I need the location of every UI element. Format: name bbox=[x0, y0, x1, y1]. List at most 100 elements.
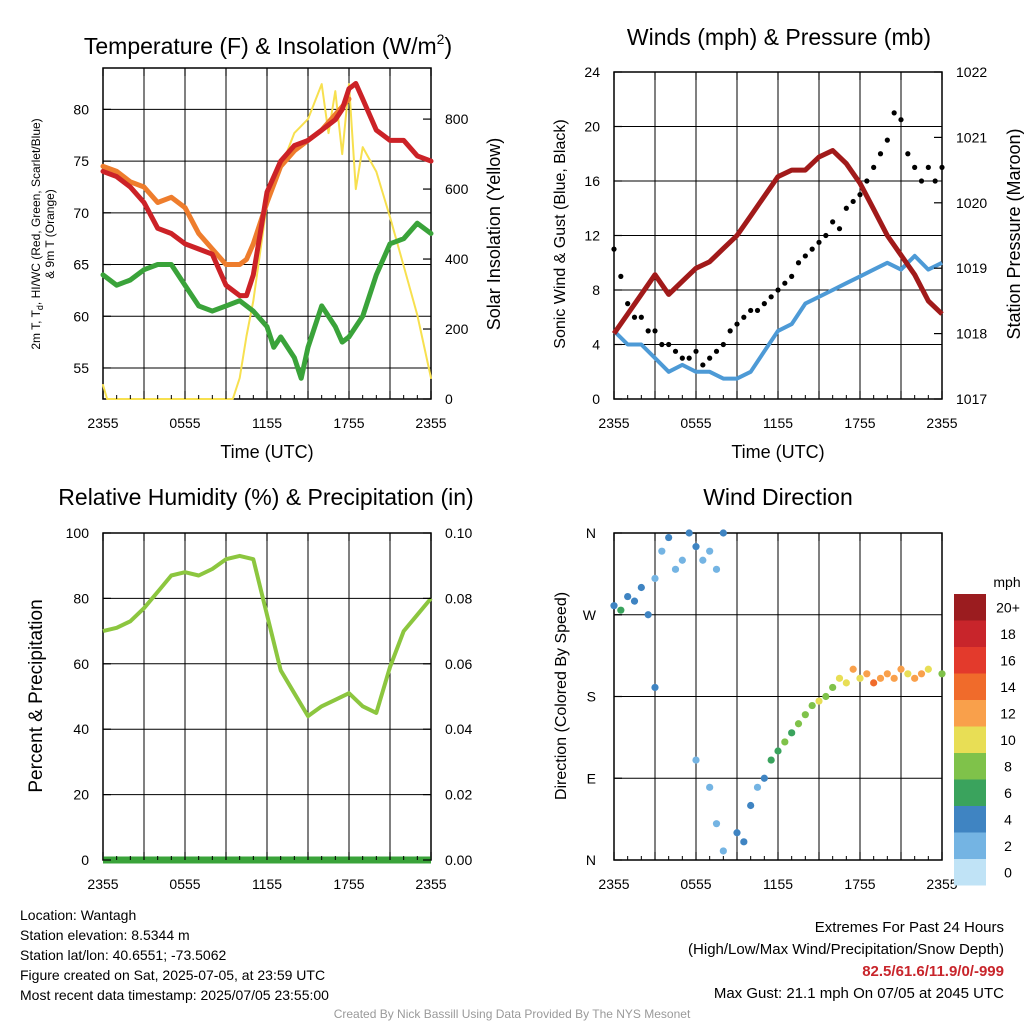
info-elevation: Station elevation: 8.5344 m bbox=[20, 927, 190, 943]
y-tick-label-left: 12 bbox=[584, 228, 600, 244]
colorbar-label: 2 bbox=[1004, 838, 1012, 854]
extremes-values: 82.5/61.6/11.9/0/-999 bbox=[862, 963, 1004, 980]
direction-point bbox=[617, 606, 625, 614]
winds-ylabel-left: Sonic Wind & Gust (Blue, Black) bbox=[552, 119, 569, 348]
y-tick-label-direction: S bbox=[587, 689, 596, 705]
y-tick-label-left: 100 bbox=[66, 525, 90, 541]
colorbar-label: 0 bbox=[1004, 864, 1012, 880]
x-tick-label: 1155 bbox=[763, 415, 793, 431]
colorbar-swatch bbox=[954, 594, 986, 621]
direction-point bbox=[863, 670, 871, 678]
y-tick-label-left: 0 bbox=[592, 391, 600, 407]
y-tick-label-right: 1019 bbox=[956, 260, 987, 276]
gust-point bbox=[693, 348, 699, 354]
direction-point bbox=[678, 556, 686, 564]
y-tick-label-left: 40 bbox=[73, 721, 89, 737]
direction-point bbox=[630, 597, 639, 605]
direction-point bbox=[856, 674, 864, 682]
winds-series bbox=[611, 110, 945, 381]
y-tick-label-right: 1017 bbox=[956, 391, 987, 407]
direction-point bbox=[904, 670, 912, 678]
direction-point bbox=[692, 543, 700, 551]
direction-point bbox=[753, 783, 762, 791]
x-tick-label: 1155 bbox=[252, 415, 282, 431]
gust-point bbox=[843, 205, 849, 211]
temperature-grid bbox=[103, 68, 431, 399]
humidity-ylabel-left: Percent & Precipitation bbox=[26, 599, 47, 792]
direction-point bbox=[924, 665, 932, 673]
gust-point bbox=[645, 328, 651, 334]
colorbar-label: 6 bbox=[1004, 785, 1012, 801]
temperature-xlabel: Time (UTC) bbox=[220, 442, 313, 462]
humidity-title: Relative Humidity (%) & Precipitation (i… bbox=[58, 484, 473, 510]
y-tick-label-right: 1018 bbox=[956, 326, 987, 342]
direction-point bbox=[637, 583, 645, 592]
y-tick-label-left: 0 bbox=[81, 852, 89, 868]
direction-point bbox=[897, 665, 905, 673]
direction-point bbox=[842, 679, 850, 687]
y-tick-label-left: 75 bbox=[73, 153, 89, 169]
gust-point bbox=[672, 348, 679, 354]
x-tick-label: 2355 bbox=[926, 876, 957, 892]
gust-point bbox=[823, 232, 829, 239]
gust-point bbox=[912, 164, 918, 170]
colorbar-swatch bbox=[954, 673, 986, 700]
direction-point bbox=[651, 574, 659, 583]
gust-point bbox=[734, 321, 740, 327]
gust-point bbox=[925, 164, 931, 170]
y-tick-label-direction: W bbox=[583, 607, 597, 623]
direction-point bbox=[740, 838, 748, 846]
direction-point bbox=[815, 697, 823, 705]
extremes-info: Extremes For Past 24 Hours (High/Low/Max… bbox=[688, 917, 1004, 1005]
y-tick-label-direction: N bbox=[586, 852, 596, 868]
gust-point bbox=[748, 307, 754, 314]
direction-point bbox=[712, 565, 721, 573]
footer-credit: Created By Nick Bassill Using Data Provi… bbox=[333, 1007, 691, 1021]
direction-point bbox=[760, 774, 768, 782]
extremes-title: Extremes For Past 24 Hours bbox=[814, 919, 1004, 936]
gust-point bbox=[659, 341, 665, 348]
gust-point bbox=[638, 314, 644, 320]
gust-point bbox=[939, 164, 945, 170]
series-line-2m-td bbox=[100, 220, 434, 381]
temperature-panel: Temperature (F) & Insolation (W/m2) 2355… bbox=[29, 31, 504, 462]
direction-series bbox=[610, 529, 946, 855]
direction-point bbox=[870, 679, 878, 687]
humidity-axes: 2355 0555 1155 1755 2355 0 20 40 60 80 100 0.00 0.02… bbox=[66, 525, 473, 892]
gust-point bbox=[727, 328, 733, 334]
direction-point bbox=[624, 592, 632, 601]
direction-point bbox=[917, 670, 926, 678]
x-tick-label: 2355 bbox=[926, 415, 957, 431]
direction-point bbox=[890, 674, 898, 682]
gust-point bbox=[918, 178, 925, 184]
colorbar-label: 16 bbox=[1000, 652, 1016, 668]
direction-point bbox=[706, 547, 714, 555]
direction-point bbox=[911, 674, 919, 682]
direction-point bbox=[849, 665, 857, 673]
y-tick-label-left: 8 bbox=[592, 282, 600, 298]
direction-point bbox=[685, 529, 693, 537]
info-location: Location: Wantagh bbox=[20, 907, 137, 923]
direction-grid bbox=[614, 533, 942, 860]
series-line-sonic-wind bbox=[612, 253, 943, 381]
gust-point bbox=[625, 301, 631, 307]
extremes-subtitle: (High/Low/Max Wind/Precipitation/Snow De… bbox=[688, 941, 1004, 958]
colorbar-swatch bbox=[954, 832, 986, 859]
temperature-ylabel-right: Solar Insolation (Yellow) bbox=[484, 138, 504, 330]
colorbar-swatch bbox=[954, 700, 986, 727]
direction-ylabel-left: Direction (Colored By Speed) bbox=[553, 592, 570, 800]
direction-point bbox=[699, 556, 707, 564]
gust-point bbox=[775, 287, 781, 293]
direction-title: Wind Direction bbox=[703, 484, 853, 510]
humidity-panel: Relative Humidity (%) & Precipitation (i… bbox=[26, 484, 474, 892]
series-line-2m-t bbox=[100, 81, 434, 299]
gust-point bbox=[905, 151, 911, 157]
y-tick-label-direction: E bbox=[587, 770, 596, 786]
direction-point bbox=[774, 747, 782, 755]
y-tick-label-right: 200 bbox=[445, 321, 469, 337]
y-tick-label-left: 20 bbox=[73, 787, 89, 803]
colorbar-label: 12 bbox=[1000, 705, 1016, 721]
colorbar-label: 14 bbox=[1000, 679, 1016, 695]
y-tick-label-left: 24 bbox=[584, 64, 600, 80]
gust-point bbox=[679, 355, 685, 361]
